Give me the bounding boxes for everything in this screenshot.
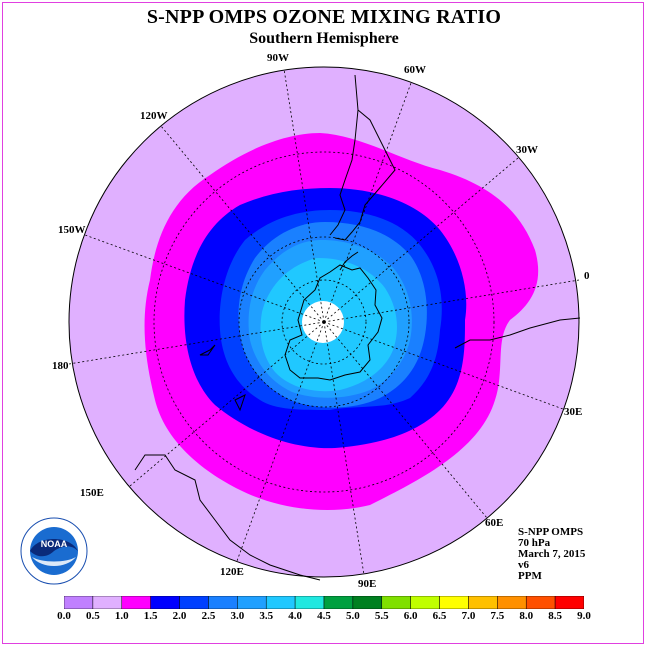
longitude-label-0: 0 (584, 270, 590, 282)
map-outline (68, 66, 580, 578)
meridian-60e (323, 321, 488, 519)
colorbar-tick-label: 3.5 (259, 610, 274, 622)
colorbar-cell-3 (150, 596, 180, 609)
meridian-90w (283, 68, 325, 323)
australia-coastline (134, 454, 321, 581)
colorbar-cell-10 (352, 596, 383, 609)
meridian-150e (129, 321, 325, 487)
colorbar (64, 596, 584, 609)
longitude-label-90w: 90W (267, 52, 289, 64)
colorbar-tick-label: 7.0 (461, 610, 476, 622)
colorbar-cell-9 (323, 596, 354, 609)
longitude-label-120w: 120W (140, 110, 168, 122)
noaa-logo: NOAA (20, 517, 88, 585)
new-zealand-coastline (199, 344, 246, 412)
colorbar-cell-11 (381, 596, 411, 609)
colorbar-cell-8 (294, 596, 325, 609)
info-instrument: S-NPP OMPS (518, 526, 584, 538)
longitude-label-90e: 90E (358, 578, 377, 590)
colorbar-tick-label: 0.0 (57, 610, 71, 622)
colorbar-cell-16 (525, 596, 556, 609)
longitude-label-150w: 150W (58, 224, 86, 236)
longitude-label-60w: 60W (404, 64, 426, 76)
info-date: March 7, 2015 (518, 548, 586, 560)
colorbar-tick-label: 9.0 (577, 610, 591, 622)
colorbar-cell-13 (439, 596, 469, 609)
south-pole-marker (322, 320, 326, 324)
colorbar-cell-7 (265, 596, 296, 609)
colorbar-tick-label: 3.0 (230, 610, 245, 622)
south-america-coastline (329, 74, 396, 241)
colorbar-tick-label: 2.0 (172, 610, 187, 622)
meridian-120e (236, 321, 325, 562)
colorbar-cell-17 (554, 596, 584, 609)
colorbar-cell-14 (468, 596, 498, 609)
colorbar-cell-12 (410, 596, 440, 609)
map-title: S-NPP OMPS OZONE MIXING RATIO (146, 6, 502, 28)
colorbar-tick-label: 5.0 (346, 610, 360, 622)
antarctic-peninsula-coastline (339, 251, 359, 271)
latitude-circle-60s (238, 236, 410, 408)
colorbar-cell-6 (237, 596, 267, 609)
colorbar-cell-2 (121, 596, 151, 609)
colorbar-cell-15 (497, 596, 527, 609)
colorbar-cell-1 (92, 596, 123, 609)
longitude-label-180: 180 (52, 360, 69, 372)
info-pressure-level: 70 hPa (518, 537, 551, 549)
colorbar-tick-label: 4.0 (288, 610, 302, 622)
map-subtitle: Southern Hemisphere (249, 30, 399, 47)
colorbar-tick-label: 7.5 (490, 610, 505, 622)
latitude-circle-75s (281, 279, 367, 365)
meridian-120w (160, 125, 325, 323)
longitude-label-150e: 150E (80, 487, 104, 499)
info-version: v6 (518, 559, 529, 571)
colorbar-tick-label: 6.0 (403, 610, 418, 622)
colorbar-tick-label: 8.0 (519, 610, 534, 622)
meridian-30e (323, 321, 564, 410)
colorbar-tick-label: 1.5 (143, 610, 158, 622)
colorbar-cell-0 (64, 596, 94, 609)
colorbar-cell-4 (179, 596, 209, 609)
colorbar-cell-5 (208, 596, 238, 609)
info-units: PPM (518, 570, 542, 582)
graticule (68, 68, 580, 576)
coastlines (134, 74, 581, 581)
colorbar-tick-label: 6.5 (432, 610, 447, 622)
longitude-label-30e: 30E (564, 406, 583, 418)
longitude-label-30w: 30W (516, 144, 538, 156)
logo-text: NOAA (41, 539, 68, 549)
meridian-150w (84, 234, 325, 323)
colorbar-tick-label: 2.5 (201, 610, 216, 622)
colorbar-tick-label: 5.5 (374, 610, 389, 622)
longitude-label-60e: 60E (485, 517, 504, 529)
colorbar-tick-label: 8.5 (548, 610, 562, 622)
meridian-90e (323, 321, 365, 576)
antarctica-coastline (284, 264, 383, 381)
africa-coastline (454, 317, 581, 349)
colorbar-tick-label: 1.0 (114, 610, 129, 622)
longitude-label-120e: 120E (220, 566, 244, 578)
colorbar-tick-label: 0.5 (86, 610, 100, 622)
colorbar-tick-label: 4.5 (317, 610, 331, 622)
latitude-circle-30s (153, 151, 495, 493)
meridian-30w (323, 157, 519, 323)
